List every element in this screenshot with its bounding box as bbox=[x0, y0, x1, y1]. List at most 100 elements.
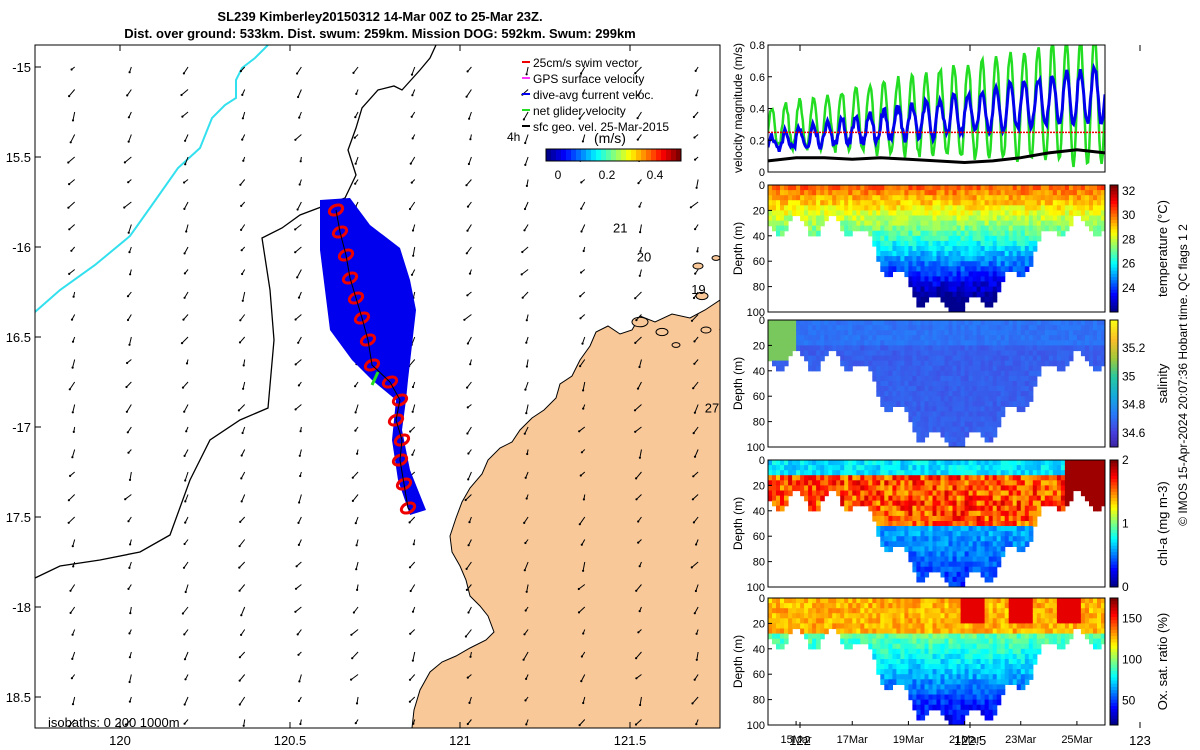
heatmap-cell bbox=[940, 561, 946, 568]
heatmap-cell bbox=[804, 633, 809, 640]
heatmap-cell bbox=[1028, 345, 1034, 352]
heatmap-cell bbox=[856, 340, 861, 346]
heatmap-cell bbox=[956, 281, 962, 288]
heatmap-cell bbox=[880, 598, 885, 604]
heatmap-cell bbox=[1032, 195, 1038, 201]
heatmap-cell bbox=[780, 495, 785, 502]
heatmap-cell bbox=[892, 350, 897, 357]
heatmap-cell bbox=[880, 475, 885, 481]
heatmap-cell bbox=[912, 396, 917, 402]
heatmap-cell bbox=[952, 556, 958, 563]
heatmap-cell bbox=[864, 623, 869, 630]
heatmap-cell bbox=[992, 521, 998, 527]
sfc-vector bbox=[412, 404, 416, 412]
heatmap-cell bbox=[1052, 335, 1058, 341]
map-colorbar-cell bbox=[561, 149, 567, 161]
heatmap-cell bbox=[860, 320, 865, 326]
heatmap-cell bbox=[776, 185, 781, 191]
heatmap-cell bbox=[772, 225, 777, 232]
sfc-vector-head bbox=[692, 115, 696, 119]
heatmap-cell bbox=[996, 261, 1002, 267]
heatmap-cell bbox=[992, 386, 998, 392]
heatmap-cell bbox=[956, 190, 962, 196]
sfc-vector-head bbox=[577, 611, 581, 614]
heatmap-cell bbox=[972, 566, 978, 573]
heatmap-colorbar-cell bbox=[1110, 351, 1118, 356]
heatmap-cell bbox=[1004, 330, 1010, 336]
heatmap-cell bbox=[1004, 396, 1010, 402]
heatmap-cell bbox=[1020, 546, 1026, 553]
heatmap-cell bbox=[920, 286, 926, 293]
heatmap-cell bbox=[924, 276, 930, 283]
heatmap-cell bbox=[960, 485, 966, 492]
heatmap-cell bbox=[988, 465, 994, 471]
heatmap-cell bbox=[900, 350, 905, 357]
heatmap-cell bbox=[1064, 320, 1070, 326]
sfc-vector-head bbox=[411, 137, 414, 140]
heatmap-cell bbox=[1093, 325, 1098, 331]
heatmap-cell bbox=[956, 490, 962, 497]
heatmap-cell bbox=[964, 571, 970, 578]
sfc-vector-head bbox=[238, 679, 241, 682]
heatmap-cell bbox=[996, 246, 1002, 252]
heatmap-cell bbox=[924, 515, 930, 522]
map-colorbar bbox=[545, 148, 682, 162]
sfc-vector bbox=[523, 111, 529, 120]
heatmap-cell bbox=[880, 480, 885, 486]
sfc-vector-head bbox=[294, 251, 297, 254]
heatmap-cell bbox=[844, 598, 849, 604]
sfc-vector-head bbox=[355, 92, 358, 95]
heatmap-cell bbox=[840, 200, 845, 206]
heatmap-cell bbox=[888, 669, 893, 675]
sfc-vector bbox=[693, 516, 699, 523]
heatmap-cell bbox=[972, 200, 978, 206]
sfc-vector-head bbox=[123, 161, 126, 164]
heatmap-cell bbox=[880, 375, 885, 382]
heatmap-cell bbox=[1016, 480, 1022, 486]
heatmap-cell bbox=[916, 510, 921, 517]
sfc-vector-head bbox=[183, 633, 186, 636]
heatmap-cell bbox=[812, 225, 817, 232]
sfc-vector bbox=[352, 471, 359, 479]
heatmap-cell bbox=[1093, 335, 1098, 341]
heatmap-cell bbox=[1028, 350, 1034, 357]
heatmap-cell bbox=[980, 215, 986, 222]
heatmap-cell bbox=[900, 536, 905, 542]
heatmap-cell bbox=[936, 551, 942, 558]
map-colorbar-cell bbox=[621, 149, 627, 161]
heatmap-cell bbox=[980, 460, 986, 466]
heatmap-cell bbox=[868, 325, 873, 331]
heatmap-cell bbox=[888, 365, 893, 372]
heatmap-cell bbox=[980, 505, 986, 512]
heatmap-cell bbox=[804, 350, 809, 357]
heatmap-cell bbox=[772, 335, 777, 341]
heatmap-cell bbox=[840, 500, 845, 507]
heatmap-cell bbox=[816, 330, 821, 336]
heatmap-cell bbox=[920, 190, 926, 196]
heatmap-cell bbox=[976, 396, 982, 402]
heatmap-cell bbox=[896, 261, 901, 267]
heatmap-cell bbox=[960, 391, 966, 397]
heatmap-cell bbox=[792, 475, 797, 481]
heatmap-cell bbox=[1000, 330, 1006, 336]
heatmap-cell bbox=[992, 340, 998, 346]
sfc-vector bbox=[409, 561, 416, 568]
heatmap-cell bbox=[1084, 485, 1090, 492]
sfc-vector-head bbox=[71, 119, 75, 122]
heatmap-cell bbox=[796, 618, 801, 624]
heatmap-cell bbox=[1048, 215, 1054, 222]
heatmap-cell bbox=[1032, 235, 1038, 242]
heatmap-cell bbox=[932, 526, 938, 532]
heatmap-cell bbox=[876, 205, 881, 211]
heatmap-cell bbox=[1048, 475, 1054, 481]
heatmap-cell bbox=[824, 200, 829, 206]
heatmap-cell bbox=[936, 291, 942, 298]
heatmap-cell bbox=[1012, 465, 1018, 471]
heatmap-cell bbox=[940, 510, 946, 517]
heatmap-cell bbox=[924, 235, 930, 242]
heatmap-cell bbox=[948, 266, 954, 272]
heatmap-cell bbox=[872, 365, 877, 372]
heatmap-cell bbox=[884, 623, 889, 630]
heatmap-cell bbox=[892, 355, 897, 362]
